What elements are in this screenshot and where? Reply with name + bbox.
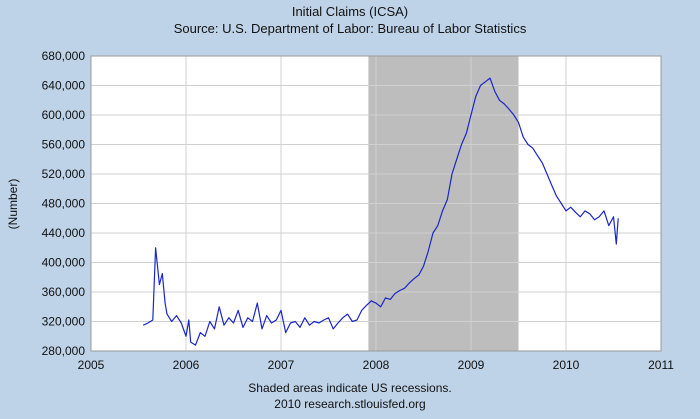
plot-area: 280,000 320,000 360,000 400,000 440,000 480,0…	[42, 49, 675, 372]
y-tick-label: 280,000	[42, 344, 86, 358]
y-tick-label: 520,000	[42, 167, 86, 181]
y-tick-label: 480,000	[42, 197, 86, 211]
y-tick-label: 400,000	[42, 256, 86, 270]
x-tick-label: 2005	[78, 358, 105, 372]
series-line	[142, 77, 619, 346]
y-tick-label: 320,000	[42, 315, 86, 329]
chart-subtitle: Source: U.S. Department of Labor: Bureau…	[174, 21, 527, 36]
x-tick-label: 2010	[553, 358, 580, 372]
x-tick-label: 2006	[173, 358, 200, 372]
x-tick-label: 2011	[648, 358, 674, 372]
source-note: 2010 research.stlouisfed.org	[274, 397, 425, 411]
y-tick-label: 600,000	[42, 108, 86, 122]
x-tick-label: 2008	[363, 358, 390, 372]
y-axis-label: (Number)	[6, 179, 20, 230]
x-tick-label: 2007	[268, 358, 295, 372]
recession-note: Shaded areas indicate US recessions.	[248, 381, 451, 395]
y-tick-label: 440,000	[42, 226, 86, 240]
plot-frame	[90, 55, 662, 352]
x-tick-label: 2009	[458, 358, 485, 372]
y-tick-label: 360,000	[42, 285, 86, 299]
chart-title: Initial Claims (ICSA)	[292, 4, 408, 19]
y-tick-label: 640,000	[42, 79, 86, 93]
y-tick-label: 680,000	[42, 49, 86, 63]
y-tick-label: 560,000	[42, 138, 86, 152]
